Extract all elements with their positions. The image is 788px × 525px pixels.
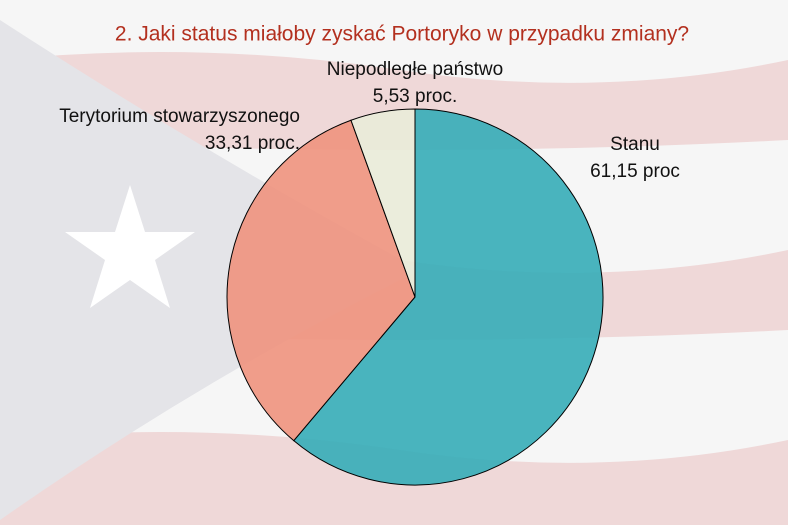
pie-slice xyxy=(226,119,416,442)
value-label: 33,31 proc. xyxy=(205,133,300,154)
chart-title: 2. Jaki status miałoby zyskać Portoryko … xyxy=(115,23,689,46)
pie-slice xyxy=(350,108,416,298)
slice-label: Terytorium stowarzyszonego xyxy=(59,106,300,127)
slice-label: Niepodległe państwo xyxy=(327,59,503,80)
pie-slice xyxy=(293,108,604,486)
value-label: 5,53 proc. xyxy=(373,86,458,107)
slice-label: Stanu xyxy=(610,134,660,155)
value-label: 61,15 proc xyxy=(590,161,680,182)
